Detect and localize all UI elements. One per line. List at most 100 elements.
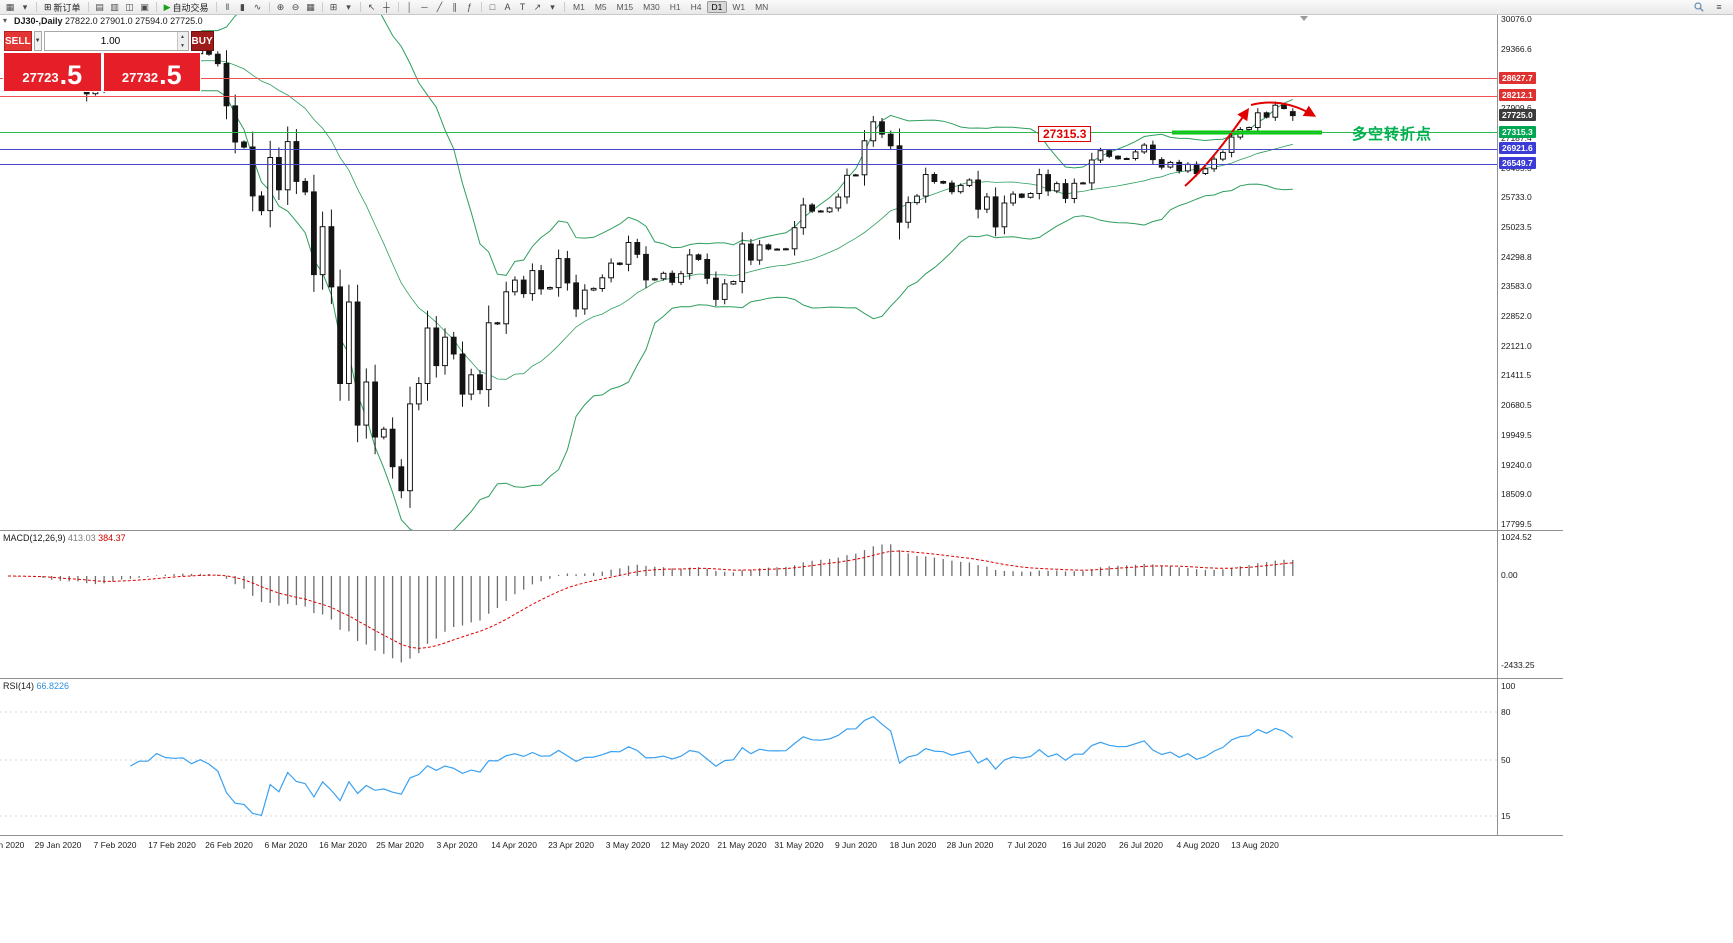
timeframe-mn[interactable]: MN <box>755 2 769 12</box>
shapes-icon[interactable]: □ <box>489 2 496 12</box>
rsi-axis-label: 50 <box>1501 755 1511 765</box>
bollinger-upper-band[interactable] <box>174 14 1293 276</box>
lot-size-input[interactable] <box>44 32 177 50</box>
support-price-label[interactable]: 27315.3 <box>1038 126 1092 142</box>
zoom-in-icon[interactable]: ⊕ <box>276 1 285 12</box>
navigator-icon[interactable]: ◫ <box>125 1 134 12</box>
vertical-line-icon[interactable]: │ <box>406 2 413 12</box>
date-label: 7 Jul 2020 <box>1007 840 1047 850</box>
data-window-icon[interactable]: ▥ <box>110 1 119 12</box>
order-type-dropdown[interactable]: ▼ <box>33 31 42 51</box>
candle <box>346 301 352 384</box>
candle <box>573 282 580 310</box>
date-label: 3 Apr 2020 <box>436 840 478 850</box>
rsi-pane[interactable] <box>0 679 1497 835</box>
candle <box>992 196 999 228</box>
arrow-tools-dropdown-icon[interactable]: ▾ <box>550 1 555 12</box>
bar-chart-icon[interactable]: ‖ <box>225 2 230 12</box>
bid-price-display[interactable]: 27723.5 <box>4 53 101 91</box>
candle <box>800 204 807 229</box>
timeframe-m5[interactable]: M5 <box>594 2 607 12</box>
new-chart-icon[interactable]: ▦ <box>5 1 15 12</box>
candle <box>625 242 632 265</box>
macd-pane[interactable] <box>0 531 1497 678</box>
timeframe-m1[interactable]: M1 <box>573 2 585 12</box>
candle <box>914 195 920 204</box>
crosshair-icon[interactable]: ┼ <box>383 2 390 12</box>
search-icon[interactable] <box>1692 1 1706 14</box>
candle <box>564 258 571 284</box>
market-watch-icon[interactable]: ▤ <box>95 1 104 12</box>
lot-increase-icon[interactable]: ▲ <box>177 32 188 41</box>
candle <box>852 174 859 177</box>
toolbar-separator <box>36 2 37 12</box>
price-tick-label: 17799.5 <box>1501 518 1532 529</box>
price-tick-label: 19240.0 <box>1501 459 1532 470</box>
date-label: 14 Apr 2020 <box>491 840 537 850</box>
timeframe-m30[interactable]: M30 <box>643 2 660 12</box>
cursor-icon[interactable]: ↖ <box>367 1 376 12</box>
candle <box>1010 193 1017 204</box>
price-chart[interactable] <box>0 14 1497 530</box>
terminal-icon[interactable]: ▣ <box>140 1 149 12</box>
timeframe-w1[interactable]: W1 <box>732 2 746 12</box>
candle <box>835 196 842 209</box>
candle <box>748 243 754 261</box>
label-tool-icon[interactable]: T <box>519 2 526 12</box>
sideways-arrow[interactable] <box>1250 101 1317 117</box>
zoom-out-icon[interactable]: ⊖ <box>291 1 300 12</box>
timeframe-d1[interactable]: D1 <box>706 1 727 13</box>
horizontal-level-line[interactable] <box>0 149 1497 150</box>
fibonacci-icon[interactable]: ƒ <box>466 2 472 12</box>
autotrade-button[interactable]: ▶ 自动交易 <box>163 1 209 13</box>
candle <box>433 327 440 367</box>
candle <box>975 179 982 210</box>
trendline-icon[interactable]: ╱ <box>436 1 443 12</box>
profiles-dropdown-icon[interactable]: ▾ <box>22 1 28 12</box>
candle <box>887 133 894 147</box>
timeframe-m15[interactable]: M15 <box>616 2 634 12</box>
lot-decrease-icon[interactable]: ▼ <box>177 41 188 50</box>
macd-pane-separator[interactable] <box>0 530 1563 531</box>
price-tick-label: 25023.5 <box>1501 221 1532 232</box>
channel-icon[interactable]: ∥ <box>452 1 457 12</box>
line-chart-icon[interactable]: ∿ <box>253 1 262 12</box>
horizontal-level-line[interactable] <box>0 164 1497 165</box>
candle <box>232 105 239 143</box>
indicators-icon[interactable]: ⊞ <box>329 1 338 12</box>
text-tool-icon[interactable]: A <box>504 2 511 12</box>
candle <box>415 383 422 405</box>
menu-icon[interactable]: ≡ <box>1716 2 1722 12</box>
trend-up-arrow[interactable] <box>1184 108 1250 187</box>
horizontal-level-line[interactable] <box>0 78 1497 79</box>
horizontal-level-line[interactable] <box>0 132 1497 133</box>
price-badge: 28212.1 <box>1499 89 1536 101</box>
chart-shift-marker[interactable] <box>1300 16 1308 21</box>
arrow-tools-icon[interactable]: ↗ <box>533 1 542 12</box>
horizontal-line-icon[interactable]: ─ <box>421 2 428 12</box>
sell-button[interactable]: SELL <box>4 31 32 51</box>
rsi-pane-separator[interactable] <box>0 678 1563 679</box>
timeframe-h1[interactable]: H1 <box>669 2 681 12</box>
price-axis-border[interactable] <box>1497 14 1498 835</box>
date-label: 16 Mar 2020 <box>319 840 367 850</box>
candle-chart-icon[interactable]: ▮ <box>240 1 245 12</box>
candle <box>1080 182 1086 185</box>
date-label: 16 Jul 2020 <box>1062 840 1106 850</box>
tile-windows-icon[interactable]: ▦ <box>306 1 315 12</box>
bollinger-middle-band[interactable] <box>174 60 1293 380</box>
buy-button[interactable]: BUY <box>190 31 214 51</box>
date-label: 9 Jun 2020 <box>834 840 878 850</box>
timeframe-h4[interactable]: H4 <box>690 2 702 12</box>
candle <box>1018 193 1025 198</box>
ask-price-display[interactable]: 27732.5 <box>103 53 200 91</box>
rsi-line <box>130 715 1294 817</box>
new-order-button[interactable]: ⊞ 新订单 <box>44 1 81 13</box>
templates-dropdown-icon[interactable]: ▾ <box>346 1 351 12</box>
horizontal-level-line[interactable] <box>0 96 1497 97</box>
toolbar-separator <box>321 2 323 12</box>
date-label: 26 Jul 2020 <box>1119 840 1163 850</box>
panel-toggle-icon[interactable]: ▾ <box>3 16 8 25</box>
turning-point-note[interactable]: 多空转折点 <box>1352 126 1433 143</box>
